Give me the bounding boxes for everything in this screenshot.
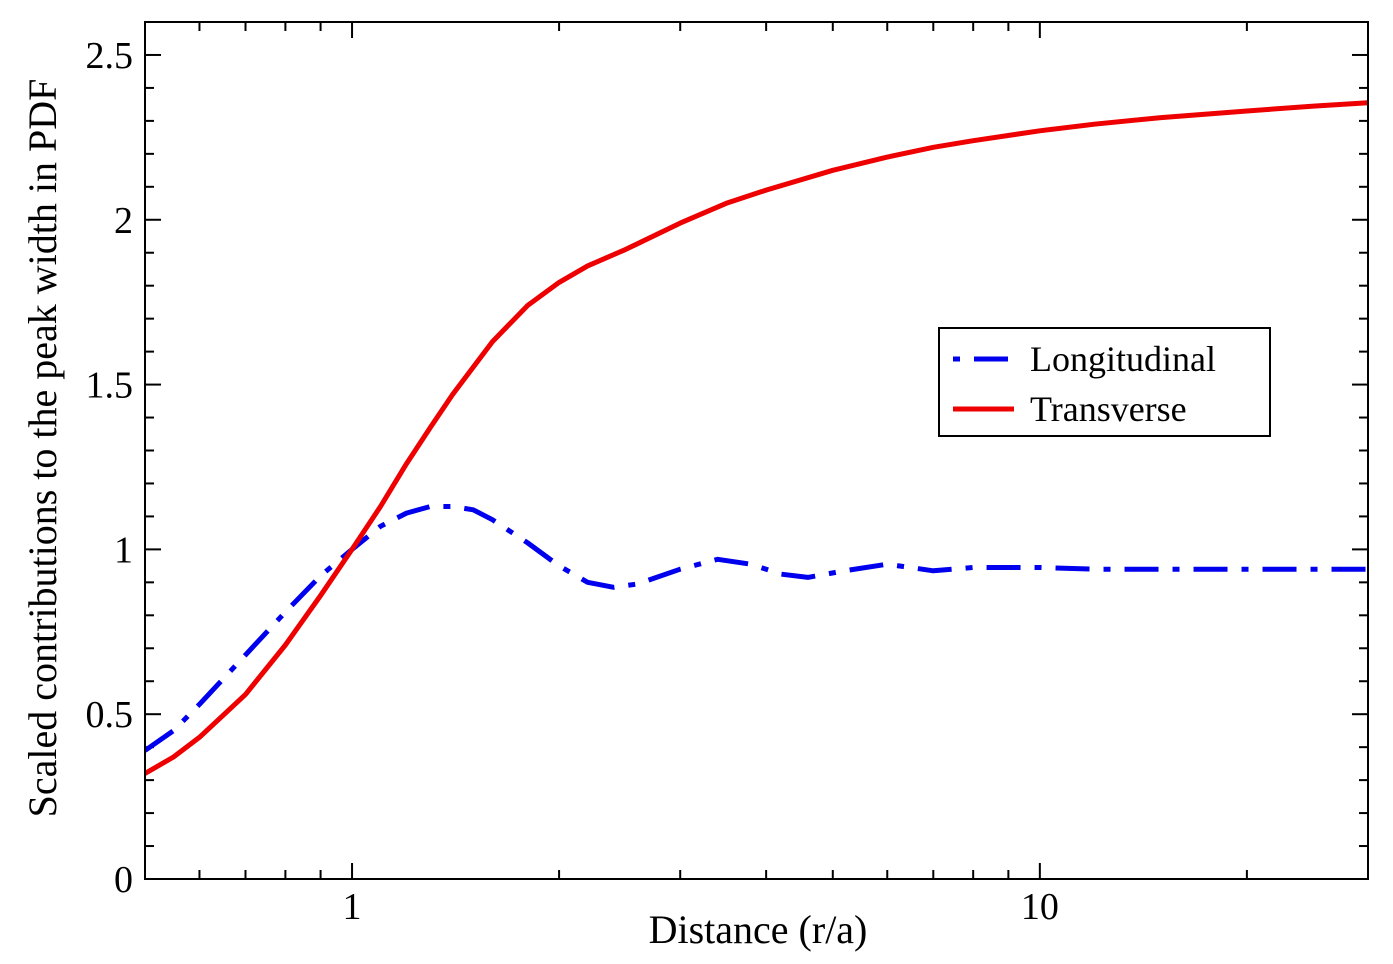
y-tick-label: 2.5: [86, 35, 134, 77]
series-line-transverse: [145, 100, 1368, 776]
y-tick-label: 0: [114, 859, 133, 901]
legend-label-longitudinal: Longitudinal: [1030, 339, 1216, 379]
series-layer: [145, 100, 1368, 776]
tick-labels: 0 0.5 1 1.5 2 2.5 1 10: [86, 35, 1059, 928]
y-tick-label: 2: [114, 200, 133, 242]
plot-frame: [144, 21, 1369, 880]
legend-label-transverse: Transverse: [1030, 389, 1187, 429]
series-line-longitudinal: [145, 504, 1368, 753]
x-axis-label: Distance (r/a): [649, 907, 868, 952]
y-tick-label: 0.5: [86, 694, 134, 736]
legend: Longitudinal Transverse: [938, 327, 1271, 437]
y-axis-label: Scaled contributions to the peak width i…: [20, 79, 65, 818]
y-tick-label: 1: [114, 529, 133, 571]
y-tick-label: 1.5: [86, 365, 134, 407]
axis-ticks: [144, 21, 1369, 880]
x-tick-label: 10: [1021, 886, 1059, 928]
legend-box: [938, 327, 1271, 437]
x-tick-label: 1: [343, 886, 362, 928]
